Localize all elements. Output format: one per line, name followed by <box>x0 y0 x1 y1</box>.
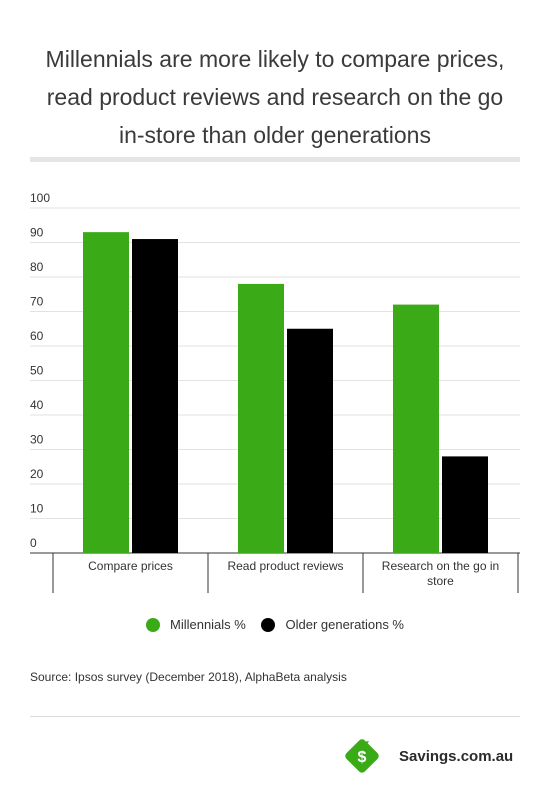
y-tick-label-100: 100 <box>30 191 50 205</box>
bar-older-1 <box>287 328 333 553</box>
legend-label-older: Older generations % <box>285 617 404 632</box>
y-tick-label-10: 10 <box>30 502 44 516</box>
y-tick-label-0: 0 <box>30 536 37 550</box>
savings-logo-icon: $ <box>345 739 379 773</box>
y-tick-label-80: 80 <box>30 260 44 274</box>
x-tick-label-2: Research on the go in store <box>382 559 499 588</box>
legend-label-millennials: Millennials % <box>169 617 246 632</box>
legend: Millennials % Older generations % <box>0 617 550 635</box>
y-tick-label-20: 20 <box>30 467 44 481</box>
legend-swatch-millennials <box>145 617 160 632</box>
y-tick-label-60: 60 <box>30 329 44 343</box>
y-tick-label-90: 90 <box>30 226 44 240</box>
x-tick-label-0: Compare prices <box>88 559 173 573</box>
y-tick-label-30: 30 <box>30 433 44 447</box>
title-line-3: in-store than older generations <box>119 122 431 148</box>
legend-item-older: Older generations % <box>261 617 404 632</box>
footer-divider <box>30 716 520 717</box>
x-tick-label-1: Read product reviews <box>227 559 343 573</box>
y-tick-label-70: 70 <box>30 295 44 309</box>
brand-name: Savings.com.au <box>399 747 514 765</box>
bar-chart: 0 10 20 30 40 50 60 70 80 90 100 Compare prices Read… <box>30 191 520 593</box>
source-note: Source: Ipsos survey (December 2018), Al… <box>30 670 347 684</box>
legend-item-millennials: Millennials % <box>145 617 246 632</box>
legend-swatch-older <box>261 617 276 632</box>
title-divider <box>30 157 520 162</box>
brand: $ Savings.com.au <box>341 735 513 777</box>
title-line-2: read product reviews and research on the… <box>46 84 504 110</box>
bar-millennials-2 <box>393 304 439 553</box>
chart-title: Millennials are more likely to compare p… <box>20 40 530 154</box>
y-tick-label-50: 50 <box>30 364 44 378</box>
title-line-1: Millennials are more likely to compare p… <box>45 46 505 72</box>
bar-older-0 <box>132 239 178 554</box>
bar-millennials-0 <box>83 232 129 553</box>
bar-millennials-1 <box>238 283 284 553</box>
bar-older-2 <box>442 456 488 553</box>
y-tick-label-40: 40 <box>30 398 44 412</box>
logo-letter: $ <box>358 749 367 766</box>
